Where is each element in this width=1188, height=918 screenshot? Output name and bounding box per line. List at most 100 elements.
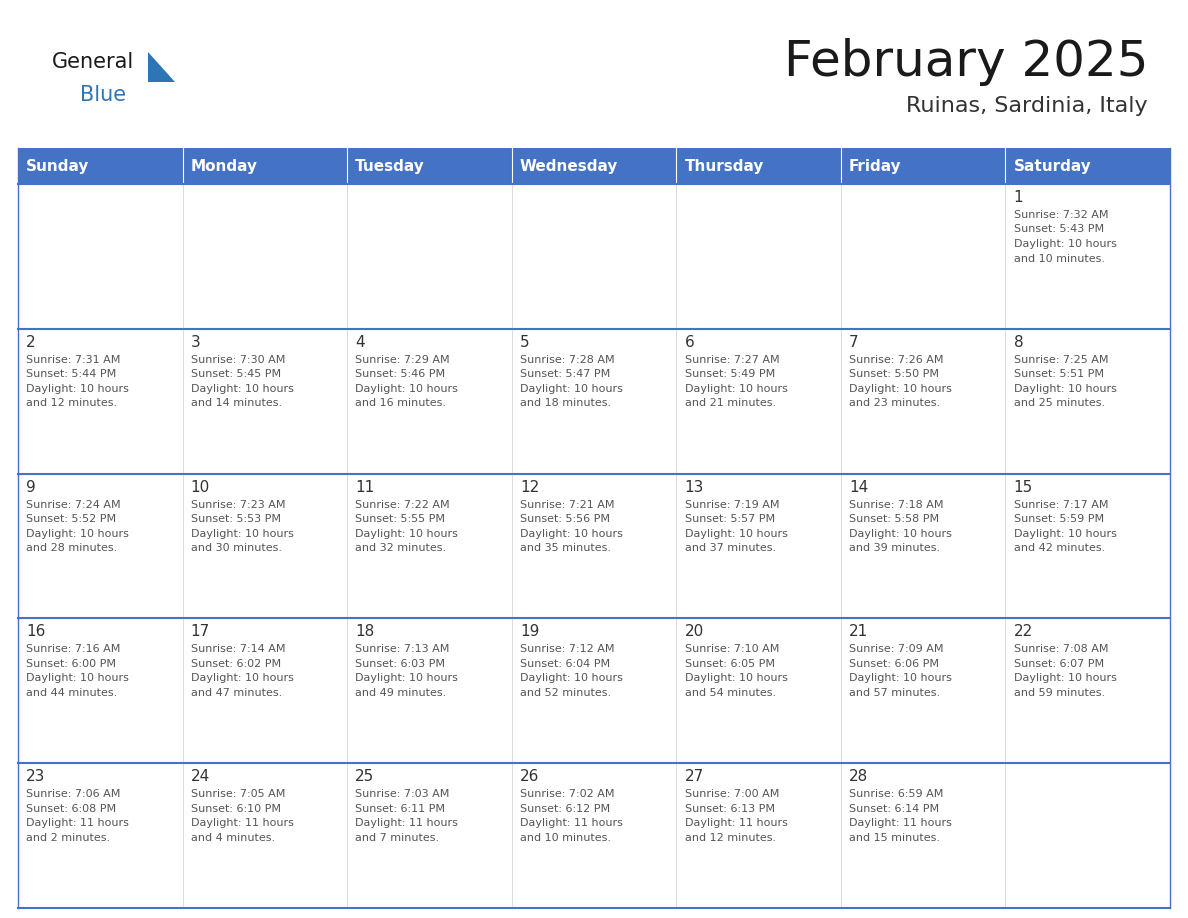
Text: and 12 minutes.: and 12 minutes. (26, 398, 118, 409)
Bar (183, 474, 347, 619)
Bar (676, 184, 841, 329)
Polygon shape (148, 52, 175, 82)
Text: 1: 1 (1013, 190, 1023, 205)
Bar (1005, 184, 1170, 329)
Text: Daylight: 10 hours: Daylight: 10 hours (1013, 529, 1117, 539)
Text: Daylight: 10 hours: Daylight: 10 hours (849, 674, 952, 683)
Text: and 15 minutes.: and 15 minutes. (849, 833, 940, 843)
Text: Daylight: 11 hours: Daylight: 11 hours (684, 818, 788, 828)
Text: and 35 minutes.: and 35 minutes. (520, 543, 611, 554)
Bar (676, 329, 841, 474)
Bar (347, 763, 512, 908)
Text: 18: 18 (355, 624, 374, 640)
Text: Daylight: 10 hours: Daylight: 10 hours (191, 674, 293, 683)
Text: and 12 minutes.: and 12 minutes. (684, 833, 776, 843)
Text: Sunset: 5:57 PM: Sunset: 5:57 PM (684, 514, 775, 524)
Text: and 52 minutes.: and 52 minutes. (520, 688, 611, 698)
Text: Sunrise: 7:08 AM: Sunrise: 7:08 AM (1013, 644, 1108, 655)
Text: and 57 minutes.: and 57 minutes. (849, 688, 940, 698)
Text: Sunset: 5:56 PM: Sunset: 5:56 PM (520, 514, 609, 524)
Bar (183, 763, 347, 908)
Bar (347, 619, 512, 763)
Bar (18, 619, 183, 763)
Text: Monday: Monday (191, 159, 258, 174)
Text: Sunrise: 7:31 AM: Sunrise: 7:31 AM (26, 354, 121, 364)
Text: 21: 21 (849, 624, 868, 640)
Text: Daylight: 11 hours: Daylight: 11 hours (849, 818, 952, 828)
Bar (512, 474, 676, 619)
Bar (183, 619, 347, 763)
Text: Sunset: 5:52 PM: Sunset: 5:52 PM (26, 514, 116, 524)
Text: and 10 minutes.: and 10 minutes. (1013, 253, 1105, 263)
Bar (676, 474, 841, 619)
Text: and 47 minutes.: and 47 minutes. (191, 688, 282, 698)
Text: Sunrise: 7:12 AM: Sunrise: 7:12 AM (520, 644, 614, 655)
Text: Sunrise: 7:09 AM: Sunrise: 7:09 AM (849, 644, 943, 655)
Text: and 7 minutes.: and 7 minutes. (355, 833, 440, 843)
Bar (18, 184, 183, 329)
Text: Sunset: 6:03 PM: Sunset: 6:03 PM (355, 659, 446, 669)
Bar (841, 329, 1005, 474)
Text: Thursday: Thursday (684, 159, 764, 174)
Text: Daylight: 10 hours: Daylight: 10 hours (684, 674, 788, 683)
Text: and 18 minutes.: and 18 minutes. (520, 398, 611, 409)
Text: Sunrise: 7:18 AM: Sunrise: 7:18 AM (849, 499, 943, 509)
Bar (18, 329, 183, 474)
Text: 24: 24 (191, 769, 210, 784)
Text: Tuesday: Tuesday (355, 159, 425, 174)
Text: and 14 minutes.: and 14 minutes. (191, 398, 282, 409)
Text: Sunset: 5:53 PM: Sunset: 5:53 PM (191, 514, 280, 524)
Text: and 2 minutes.: and 2 minutes. (26, 833, 110, 843)
Text: 13: 13 (684, 479, 703, 495)
Text: Sunset: 6:10 PM: Sunset: 6:10 PM (191, 803, 280, 813)
Text: Sunset: 5:58 PM: Sunset: 5:58 PM (849, 514, 940, 524)
Text: 8: 8 (1013, 335, 1023, 350)
Bar (1005, 619, 1170, 763)
Bar (512, 619, 676, 763)
Text: 3: 3 (191, 335, 201, 350)
Text: 5: 5 (520, 335, 530, 350)
Text: Sunrise: 7:25 AM: Sunrise: 7:25 AM (1013, 354, 1108, 364)
Text: Daylight: 11 hours: Daylight: 11 hours (355, 818, 459, 828)
Text: 10: 10 (191, 479, 210, 495)
Bar (183, 148, 347, 184)
Text: Sunset: 5:55 PM: Sunset: 5:55 PM (355, 514, 446, 524)
Text: Sunrise: 7:13 AM: Sunrise: 7:13 AM (355, 644, 450, 655)
Text: Sunrise: 7:17 AM: Sunrise: 7:17 AM (1013, 499, 1108, 509)
Text: Sunrise: 6:59 AM: Sunrise: 6:59 AM (849, 789, 943, 800)
Text: Daylight: 10 hours: Daylight: 10 hours (355, 674, 459, 683)
Text: Sunday: Sunday (26, 159, 89, 174)
Text: Wednesday: Wednesday (520, 159, 618, 174)
Text: and 30 minutes.: and 30 minutes. (191, 543, 282, 554)
Text: Daylight: 10 hours: Daylight: 10 hours (191, 529, 293, 539)
Text: Sunset: 5:50 PM: Sunset: 5:50 PM (849, 369, 939, 379)
Text: Sunrise: 7:26 AM: Sunrise: 7:26 AM (849, 354, 943, 364)
Text: and 39 minutes.: and 39 minutes. (849, 543, 940, 554)
Text: Daylight: 10 hours: Daylight: 10 hours (26, 674, 129, 683)
Text: Sunrise: 7:32 AM: Sunrise: 7:32 AM (1013, 210, 1108, 220)
Text: Sunrise: 7:27 AM: Sunrise: 7:27 AM (684, 354, 779, 364)
Text: Daylight: 10 hours: Daylight: 10 hours (684, 384, 788, 394)
Bar (183, 329, 347, 474)
Text: 23: 23 (26, 769, 45, 784)
Text: Sunrise: 7:24 AM: Sunrise: 7:24 AM (26, 499, 121, 509)
Text: Daylight: 10 hours: Daylight: 10 hours (849, 384, 952, 394)
Text: Saturday: Saturday (1013, 159, 1092, 174)
Text: Sunset: 5:46 PM: Sunset: 5:46 PM (355, 369, 446, 379)
Text: Daylight: 11 hours: Daylight: 11 hours (520, 818, 623, 828)
Text: Sunrise: 7:14 AM: Sunrise: 7:14 AM (191, 644, 285, 655)
Text: 7: 7 (849, 335, 859, 350)
Text: and 49 minutes.: and 49 minutes. (355, 688, 447, 698)
Text: Sunrise: 7:03 AM: Sunrise: 7:03 AM (355, 789, 450, 800)
Bar (841, 184, 1005, 329)
Bar (512, 148, 676, 184)
Text: 12: 12 (520, 479, 539, 495)
Text: 9: 9 (26, 479, 36, 495)
Text: 20: 20 (684, 624, 703, 640)
Text: and 10 minutes.: and 10 minutes. (520, 833, 611, 843)
Text: Sunrise: 7:06 AM: Sunrise: 7:06 AM (26, 789, 121, 800)
Text: Sunrise: 7:05 AM: Sunrise: 7:05 AM (191, 789, 285, 800)
Text: Sunset: 6:07 PM: Sunset: 6:07 PM (1013, 659, 1104, 669)
Text: and 54 minutes.: and 54 minutes. (684, 688, 776, 698)
Text: and 25 minutes.: and 25 minutes. (1013, 398, 1105, 409)
